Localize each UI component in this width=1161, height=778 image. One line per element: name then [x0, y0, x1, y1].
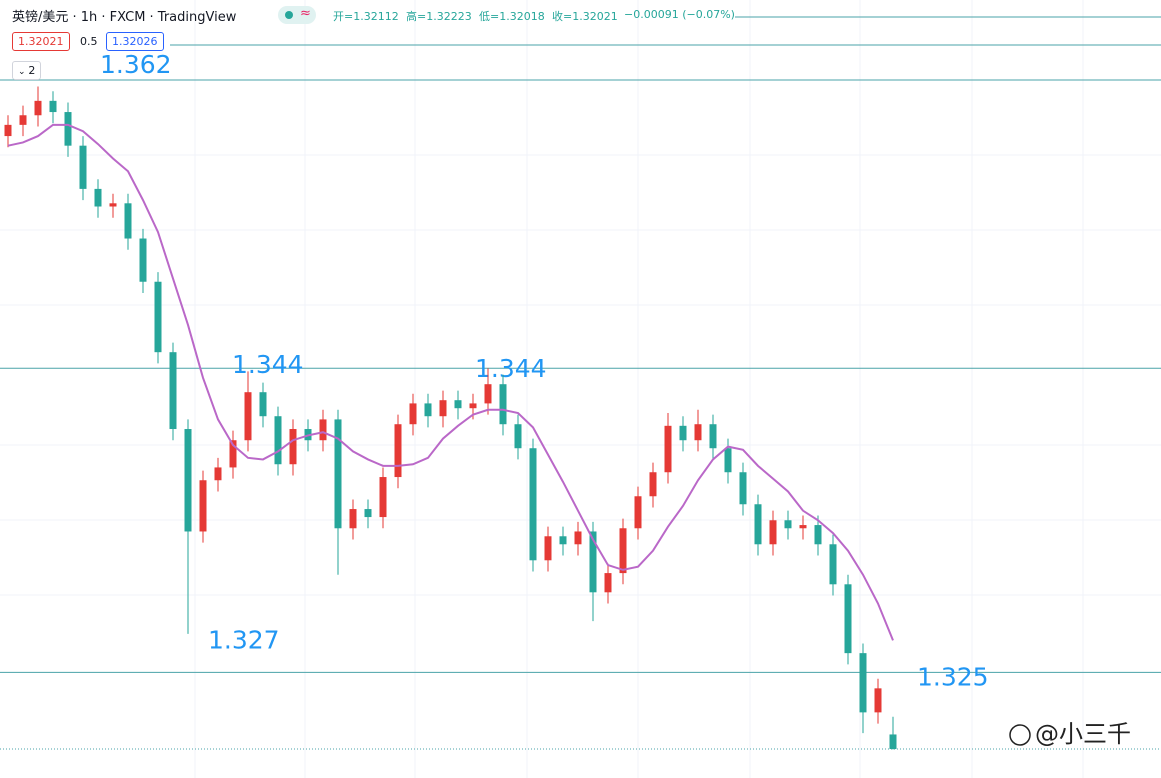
candle-body	[604, 573, 612, 593]
candle-body	[769, 520, 777, 545]
status-pill[interactable]: ≈	[278, 6, 316, 24]
indicators-toggle[interactable]: ⌄ 2	[12, 61, 42, 80]
ohlc-high: 高=1.32223	[406, 10, 472, 23]
candle-body	[4, 124, 12, 137]
candle-body	[139, 238, 147, 282]
candle-body	[454, 400, 462, 409]
sell-button[interactable]: 1.32021	[12, 32, 70, 51]
candle-body	[379, 477, 387, 518]
level-label: 1.325	[917, 662, 989, 691]
candle-body	[619, 528, 627, 574]
level-label: 1.344	[232, 350, 304, 379]
candle-body	[634, 496, 642, 529]
candle-body	[529, 448, 537, 561]
candle-body	[544, 536, 552, 561]
watermark-logo	[1009, 724, 1031, 746]
candle-body	[574, 531, 582, 545]
candle-body	[559, 536, 567, 545]
level-label: 1.327	[208, 625, 280, 654]
candle-body	[244, 392, 252, 441]
candle-body	[79, 145, 87, 189]
candle-body	[64, 112, 72, 146]
candle-body	[814, 525, 822, 545]
candle-body	[199, 480, 207, 532]
candle-body	[49, 100, 57, 113]
candle-body	[439, 400, 447, 417]
candle-body	[409, 403, 417, 425]
candle-body	[649, 472, 657, 497]
candle-body	[214, 467, 222, 481]
level-label: 1.344	[475, 354, 547, 383]
candle-body	[394, 424, 402, 478]
candle-body	[784, 520, 792, 529]
candle-body	[229, 440, 237, 468]
candle-body	[319, 419, 327, 441]
candle-body	[829, 544, 837, 585]
candle-body	[184, 429, 192, 532]
candle-body	[124, 203, 132, 239]
watermark: @小三千	[1035, 720, 1131, 748]
candle-body	[514, 424, 522, 449]
candle-body	[709, 424, 717, 449]
candle-body	[799, 525, 807, 529]
buy-button[interactable]: 1.32026	[106, 32, 164, 51]
candle-body	[664, 425, 672, 473]
ohlc-low: 低=1.32018	[479, 10, 545, 23]
level-label: 1.362	[100, 50, 172, 79]
candle-body	[859, 653, 867, 713]
candle-body	[844, 584, 852, 654]
candle-body	[424, 403, 432, 417]
symbol: 英镑/美元 · 1h · FXCM · TradingView	[12, 10, 237, 25]
candle-body	[754, 504, 762, 545]
candle-body	[154, 281, 162, 353]
candle-body	[259, 392, 267, 417]
indicator-count: 2	[28, 64, 36, 77]
spread: 0.5	[80, 35, 98, 48]
candle-body	[274, 416, 282, 465]
ohlc-change: −0.00091 (−0.07%)	[624, 8, 735, 21]
candle-body	[109, 203, 117, 207]
candle-body	[334, 419, 342, 529]
ohlc-close: 收=1.32021	[552, 10, 618, 23]
candle-body	[499, 384, 507, 425]
candle-body	[874, 688, 882, 713]
candle-body	[889, 734, 897, 750]
candle-body	[469, 403, 477, 409]
candle-body	[34, 100, 42, 116]
ohlc-open: 开=1.32112	[333, 10, 399, 23]
candle-body	[94, 188, 102, 207]
candle-body	[169, 352, 177, 430]
candle-body	[724, 448, 732, 473]
candle-body	[19, 115, 27, 125]
candle-body	[484, 384, 492, 404]
candle-body	[589, 531, 597, 593]
moving-average	[7, 123, 894, 641]
candle-body	[289, 429, 297, 465]
candle-body	[679, 425, 687, 441]
candle-body	[364, 509, 372, 518]
candle-body	[349, 509, 357, 529]
candle-body	[739, 472, 747, 505]
candle-body	[694, 424, 702, 441]
